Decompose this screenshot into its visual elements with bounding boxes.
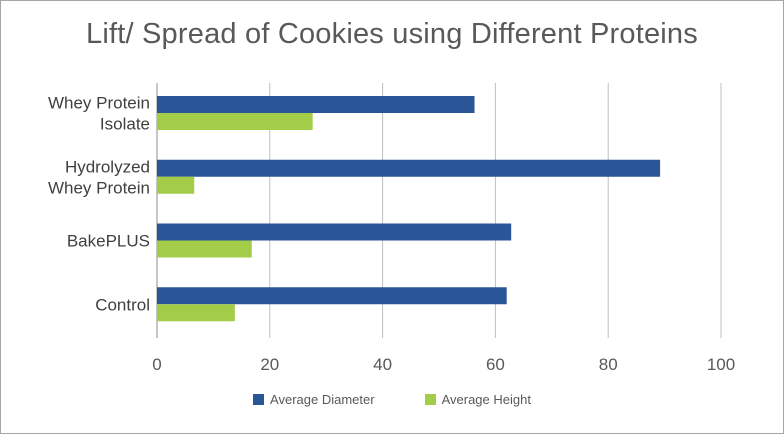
x-tick-label: 100 xyxy=(707,355,735,374)
chart-title: Lift/ Spread of Cookies using Different … xyxy=(86,18,698,50)
bar-average-diameter xyxy=(157,287,507,305)
category-label: Whey Protein xyxy=(48,94,150,113)
legend-item-1: Average Height xyxy=(424,392,531,407)
x-tick-label: 40 xyxy=(373,355,392,374)
bar-average-height xyxy=(157,113,313,130)
x-tick-label: 20 xyxy=(260,355,279,374)
bar-average-height xyxy=(157,304,235,322)
bar-average-diameter xyxy=(157,96,475,113)
bar-average-diameter xyxy=(157,159,661,177)
category-label: Whey Protein xyxy=(48,178,150,197)
category-label: Control xyxy=(95,295,150,314)
x-tick-labels: 0 20 40 60 80 100 xyxy=(152,355,735,374)
bar-average-height xyxy=(157,176,195,194)
legend-label: Average Height xyxy=(441,392,531,407)
legend-swatch xyxy=(424,394,436,405)
category-label: Isolate xyxy=(100,115,150,134)
x-tick-label: 80 xyxy=(599,355,618,374)
category-label: Hydrolyzed xyxy=(65,157,150,176)
bars xyxy=(157,96,661,322)
legend-label: Average Diameter xyxy=(270,392,375,407)
legend: Average Diameter Average Height xyxy=(0,392,784,407)
legend-item-0: Average Diameter xyxy=(253,392,375,407)
x-tick-label: 0 xyxy=(152,355,161,374)
category-label: BakePLUS xyxy=(67,232,150,251)
legend-swatch xyxy=(253,394,265,405)
bar-average-height xyxy=(157,240,252,258)
bar-average-diameter xyxy=(157,223,512,241)
x-tick-label: 60 xyxy=(486,355,505,374)
category-labels: Whey Protein Isolate Hydrolyzed Whey Protei… xyxy=(48,94,150,315)
